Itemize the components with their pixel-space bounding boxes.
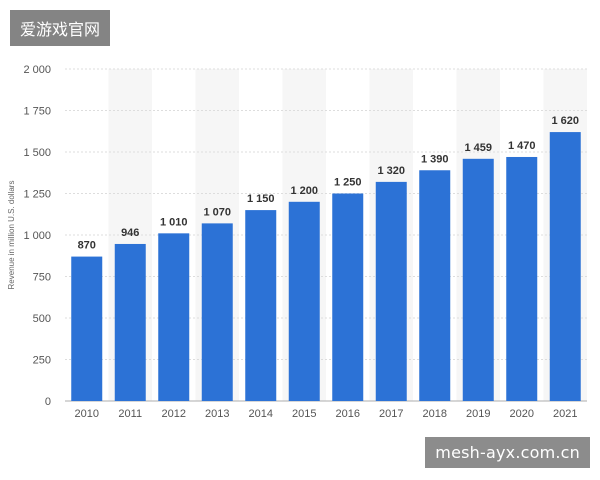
y-tick-label: 2 000 [23, 64, 51, 76]
value-label-2017: 1 320 [377, 165, 405, 177]
y-tick-label: 750 [33, 272, 51, 284]
bottom-watermark: mesh-ayx.com.cn [425, 437, 590, 468]
value-label-2010: 870 [78, 240, 96, 252]
x-tick-label-2020: 2020 [510, 408, 534, 420]
value-label-2015: 1 200 [290, 185, 318, 197]
bar-2014 [245, 210, 277, 401]
gridlines [65, 68, 587, 402]
bars [71, 132, 581, 401]
value-label-2020: 1 470 [508, 140, 536, 152]
value-label-2018: 1 390 [421, 153, 449, 165]
bar-2019 [462, 158, 494, 401]
x-tick-label-2018: 2018 [423, 408, 447, 420]
bar-2012 [158, 233, 190, 401]
x-tick-label-2017: 2017 [379, 408, 403, 420]
x-tick-label-2019: 2019 [466, 408, 490, 420]
bar-2017 [375, 181, 407, 401]
y-tick-label: 1 000 [23, 230, 51, 242]
x-tick-labels: 2010 2011 2012 2013 2014 2015 2016 2017 2018 2019… [75, 408, 578, 420]
value-label-2021: 1 620 [551, 115, 579, 127]
y-axis-title: Revenue in million U.S. dollars [7, 181, 16, 290]
x-tick-label-2014: 2014 [249, 408, 273, 420]
value-label-2016: 1 250 [334, 177, 362, 189]
y-tick-labels: 0 250 500 750 1 000 1 250 1 500 1 750 2 000 [23, 64, 51, 408]
bar-2021 [549, 132, 581, 401]
x-tick-label-2012: 2012 [162, 408, 186, 420]
y-tick-label: 1 750 [23, 106, 51, 118]
bar-2020 [506, 156, 538, 401]
bar-2013 [201, 223, 233, 401]
value-label-2011: 946 [121, 227, 139, 239]
value-label-2019: 1 459 [464, 142, 492, 154]
value-label-2012: 1 010 [160, 216, 188, 228]
bar-2018 [419, 170, 451, 401]
y-tick-label: 1 250 [23, 189, 51, 201]
x-tick-label-2015: 2015 [292, 408, 316, 420]
y-tick-label: 0 [45, 396, 51, 408]
x-tick-label-2013: 2013 [205, 408, 229, 420]
bar-2015 [288, 201, 320, 401]
value-label-2014: 1 150 [247, 193, 275, 205]
bar-2011 [114, 243, 146, 401]
top-watermark: 爱游戏官网 [10, 10, 111, 46]
value-labels: 870 946 1 010 1 070 1 150 1 200 1 250 1 320 1 39… [78, 115, 579, 252]
bar-2010 [71, 256, 103, 401]
x-tick-label-2011: 2011 [118, 408, 142, 420]
y-tick-label: 250 [33, 355, 51, 367]
value-label-2013: 1 070 [203, 206, 231, 218]
x-tick-label-2016: 2016 [336, 408, 360, 420]
x-tick-label-2021: 2021 [553, 408, 577, 420]
x-tick-label-2010: 2010 [75, 408, 99, 420]
y-tick-label: 1 500 [23, 147, 51, 159]
bar-2016 [332, 193, 364, 401]
y-tick-label: 500 [33, 313, 51, 325]
